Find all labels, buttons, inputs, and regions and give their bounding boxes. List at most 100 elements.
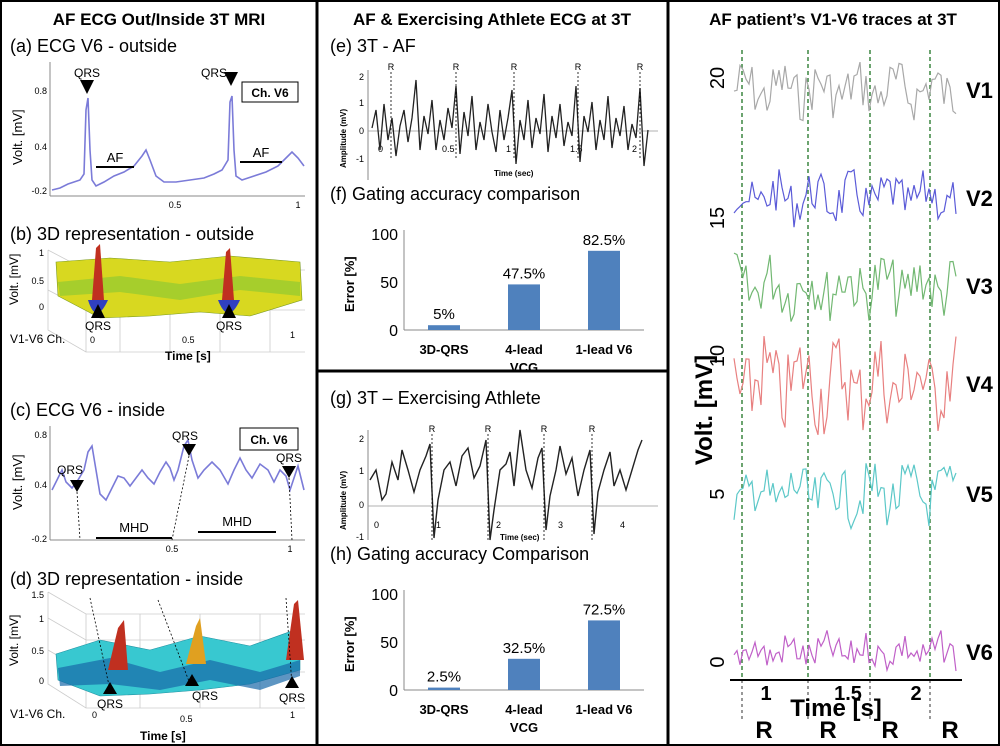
panel-f-ytick: 50: [380, 275, 398, 292]
panel-d-qrs-spike: [286, 600, 304, 660]
panel-b-title: (b) 3D representation - outside: [10, 224, 254, 244]
panel-b-ylabel: Volt. [mV]: [7, 254, 21, 305]
panel-d-chlabel: V1-V6 Ch.: [10, 707, 65, 721]
panel-h-category-label: 3D-QRS: [419, 702, 468, 717]
panel-e-ytick: 2: [359, 72, 364, 82]
panel-h-bar: [508, 658, 540, 690]
panel-b-xlabel: Time [s]: [165, 349, 211, 363]
panel-a-qrs-label: QRS: [201, 66, 227, 80]
panel-b-chlabel: V1-V6 Ch.: [10, 332, 65, 346]
panel-a-af-label: AF: [107, 150, 124, 165]
panel-b-ztick: 0.5: [31, 276, 44, 286]
panel-a-ytick: 0.4: [34, 142, 47, 152]
panel-f-category-label: 4-lead: [505, 342, 543, 357]
left-column-title: AF ECG Out/Inside 3T MRI: [53, 10, 266, 29]
panel-d-qrs-marker: [103, 682, 117, 694]
panel-c-xtick: 1: [287, 544, 292, 554]
panel-g-xtick: 4: [620, 520, 625, 530]
panel-h-ylabel: Error [%]: [342, 616, 357, 672]
panel-c-ylabel: Volt. [mV]: [10, 454, 25, 510]
panel-f-category-label: 3D-QRS: [419, 342, 468, 357]
panel-g-ylabel: Amplitude (mV): [339, 471, 348, 530]
panel-a-ylabel: Volt. [mV]: [10, 109, 25, 165]
panel-d-qrs-marker: [185, 674, 199, 686]
panel-b-qrs-spike: [222, 248, 234, 300]
panel-f-bar: [428, 325, 460, 330]
panel-d-qrs-marker: [285, 676, 299, 688]
panel-f-category-label: VCG: [510, 360, 538, 375]
panel-h-data-label: 2.5%: [427, 669, 461, 686]
panel-c-title: (c) ECG V6 - inside: [10, 400, 165, 420]
lead-trace-v6: [733, 630, 957, 673]
panel-d-ztick: 0.5: [31, 646, 44, 656]
panel-g-xtick: 2: [496, 520, 501, 530]
panel-f-data-label: 82.5%: [583, 232, 626, 249]
lead-trace-v1: [733, 61, 957, 122]
lead-trace-v3: [733, 252, 957, 322]
panel-a-title: (a) ECG V6 - outside: [10, 36, 177, 56]
panel-f-category-label: 1-lead V6: [575, 342, 632, 357]
panel-c-ytick: 0.8: [34, 430, 47, 440]
panel-f-ylabel: Error [%]: [342, 256, 357, 312]
panel-e-r-label: R: [388, 62, 395, 72]
panel-h-bar: [588, 620, 620, 690]
right-r-label: R: [819, 717, 836, 744]
panel-a-xtick: 1: [295, 200, 300, 210]
panel-g-r-label: R: [429, 424, 436, 434]
panel-d-xlabel: Time [s]: [140, 729, 186, 743]
panel-d-ztick: 1: [39, 614, 44, 624]
panel-c: (c) ECG V6 - inside Volt. [mV] 0.8 0.4 -…: [10, 400, 305, 554]
panel-e-ytick: -1: [356, 154, 364, 164]
panel-f-bar: [508, 284, 540, 330]
panel-b-qrs-marker: [222, 304, 236, 318]
panel-b: (b) 3D representation - outside Volt. [m…: [7, 224, 305, 363]
panel-h-data-label: 72.5%: [583, 601, 626, 618]
panel-e-ecg-trace: [371, 79, 649, 167]
panel-h-ytick: 100: [371, 587, 398, 604]
right-r-label: R: [941, 717, 958, 744]
panel-c-ecg-trace: [51, 437, 305, 502]
panel-b-qrs-marker: [91, 304, 105, 318]
right-xtick: 2: [910, 683, 921, 705]
panel-g: (g) 3T – Exercising Athlete Amplitude (m…: [330, 388, 658, 542]
panel-c-qrs-label: QRS: [276, 451, 302, 465]
right-r-label: R: [881, 717, 898, 744]
right-xtick: 1: [760, 683, 771, 705]
panel-c-qrs-label: QRS: [172, 429, 198, 443]
panel-c-qrs-label: QRS: [57, 463, 83, 477]
right-ytick: 0: [707, 656, 729, 667]
panel-c-legend-box: [239, 427, 299, 451]
lead-label-v3: V3: [966, 274, 993, 299]
panel-b-qrs-spike: [92, 244, 104, 300]
panel-g-r-label: R: [541, 424, 548, 434]
panel-g-ytick: 1: [359, 466, 364, 476]
right-xlabel: Time [s]: [790, 695, 882, 722]
panel-b-surface-band: [58, 276, 300, 300]
panel-a: (a) ECG V6 - outside Volt. [mV] 0.8 0.4 …: [10, 36, 305, 210]
panel-f-bar-chart: (f) Gating accuracy comparison Error [%] 1…: [330, 184, 644, 375]
panel-c-qrs-marker: [70, 480, 84, 492]
panel-a-qrs-label: QRS: [74, 66, 100, 80]
lead-label-v2: V2: [966, 186, 993, 211]
panel-c-qrs-marker: [182, 444, 196, 456]
panel-e-title: (e) 3T - AF: [330, 36, 416, 56]
panel-g-title: (g) 3T – Exercising Athlete: [330, 388, 541, 408]
panel-c-xtick: 0.5: [166, 544, 179, 554]
panel-e-r-label: R: [637, 62, 644, 72]
panel-c-ytick: -0.2: [31, 534, 47, 544]
panel-g-xlabel: Time (sec): [500, 533, 540, 542]
panel-a-legend: Ch. V6: [251, 86, 289, 100]
panel-f-data-label: 5%: [433, 306, 455, 323]
panel-c-ytick: 0.4: [34, 480, 47, 490]
panel-g-ytick: -1: [356, 532, 364, 542]
panel-d: (d) 3D representation - inside Volt. [mV…: [7, 569, 305, 743]
panel-e: (e) 3T - AF Amplitude (mV) 2 1 0 -1 0 0.…: [330, 36, 658, 180]
panel-d-xtick: 0: [92, 710, 97, 720]
panel-b-xtick: 0: [90, 335, 95, 345]
panel-f-title: (f) Gating accuracy comparison: [330, 184, 580, 204]
panel-e-r-label: R: [453, 62, 460, 72]
panel-h-ytick: 0: [389, 683, 398, 700]
lead-label-v4: V4: [966, 372, 994, 397]
